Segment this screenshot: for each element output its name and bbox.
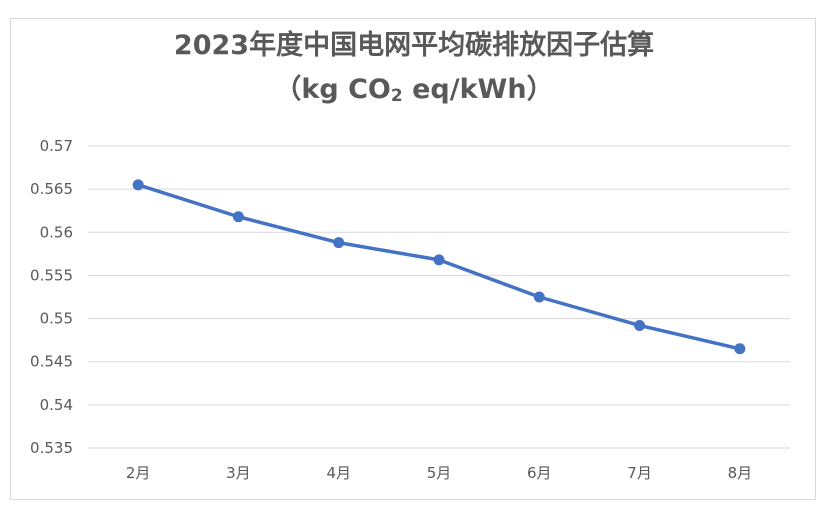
- title-unit-suffix: eq/kWh）: [402, 74, 554, 105]
- chart-frame: [10, 18, 816, 500]
- data-point: [333, 237, 345, 249]
- y-tick-label: 0.565: [30, 180, 73, 198]
- title-unit-subscript: 2: [390, 86, 403, 106]
- y-tick-label: 0.54: [40, 396, 73, 414]
- x-tick-label: 2月: [126, 464, 151, 482]
- data-point: [634, 319, 646, 331]
- title-unit-prefix: （kg CO: [274, 74, 391, 105]
- series-line: [136, 183, 742, 351]
- chart-title-line2: （kg CO2 eq/kWh）: [0, 68, 828, 112]
- x-tick-label: 4月: [326, 464, 351, 482]
- x-tick-label: 8月: [728, 464, 753, 482]
- y-tick-label: 0.56: [40, 223, 73, 241]
- data-point: [132, 179, 144, 191]
- chart-title: 2023年度中国电网平均碳排放因子估算 （kg CO2 eq/kWh）: [0, 24, 828, 112]
- y-tick-label: 0.555: [30, 266, 73, 284]
- data-point: [734, 343, 746, 355]
- y-tick-label: 0.57: [40, 137, 73, 155]
- x-tick-label: 6月: [527, 464, 552, 482]
- chart-title-line1: 2023年度中国电网平均碳排放因子估算: [173, 30, 655, 61]
- x-tick-label: 5月: [427, 464, 452, 482]
- x-tick-label: 7月: [627, 464, 652, 482]
- x-tick-label: 3月: [226, 464, 251, 482]
- y-tick-label: 0.545: [30, 353, 73, 371]
- data-point: [433, 254, 445, 266]
- data-point: [232, 211, 244, 223]
- y-tick-label: 0.535: [30, 439, 73, 457]
- y-tick-label: 0.55: [40, 310, 73, 328]
- data-point: [533, 291, 545, 303]
